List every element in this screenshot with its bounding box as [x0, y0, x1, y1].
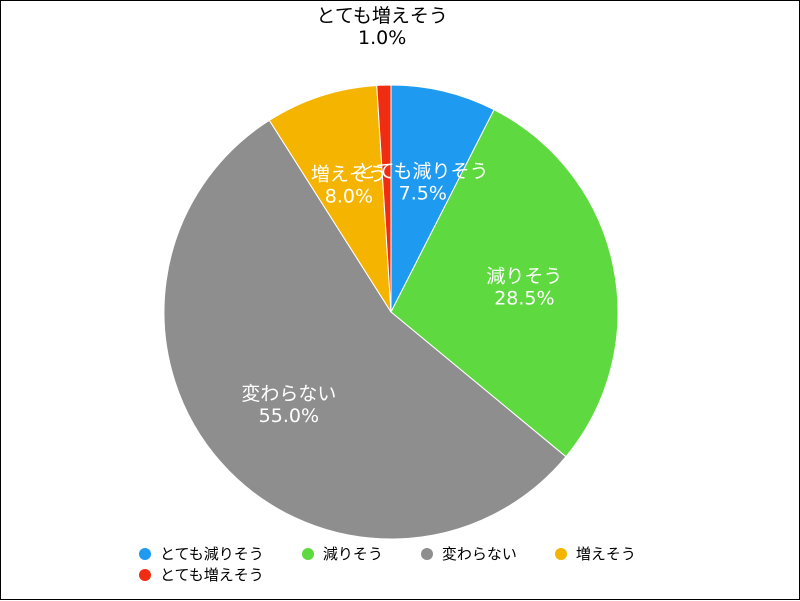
slice-value-label-3: 8.0% — [325, 185, 373, 207]
legend-label: とても増えそう — [160, 566, 264, 584]
legend-label: とても減りそう — [160, 545, 264, 563]
slice-label-3: 増えそう — [311, 163, 387, 185]
legend-label: 変わらない — [441, 545, 517, 563]
slice-value-label-2: 55.0% — [259, 405, 319, 427]
legend-item-totemo-herisou: とても減りそう — [139, 543, 264, 564]
slice-label-1: 減りそう — [486, 265, 562, 287]
legend: とても減りそう 減りそう 変わらない 増えそう とても増えそう — [139, 543, 719, 585]
legend-item-herisou: 減りそう — [301, 543, 383, 564]
pie-slice-1 — [390, 109, 619, 458]
pie-slice-0 — [390, 84, 495, 313]
legend-swatch — [139, 568, 151, 581]
legend-item-kawaranai: 変わらない — [420, 543, 517, 564]
slice-label-2: 変わらない — [241, 383, 336, 405]
pie-slice-4 — [376, 84, 392, 313]
legend-swatch — [554, 547, 567, 560]
legend-item-fuesou: 増えそう — [554, 543, 636, 564]
legend-swatch — [420, 547, 433, 560]
slice-value-label-4: 1.0% — [358, 27, 406, 49]
pie-slice-2 — [163, 119, 567, 540]
slice-value-label-1: 28.5% — [494, 287, 554, 309]
pie-slice-3 — [268, 84, 392, 313]
legend-label: 増えそう — [575, 545, 636, 563]
slice-label-4: とても増えそう — [316, 5, 447, 27]
legend-swatch — [139, 547, 151, 560]
legend-item-totemo-fuesou: とても増えそう — [139, 564, 264, 585]
slice-value-label-0: 7.5% — [399, 183, 447, 205]
legend-swatch — [301, 547, 314, 560]
legend-label: 減りそう — [322, 545, 383, 563]
slice-label-0: とても減りそう — [357, 161, 488, 183]
